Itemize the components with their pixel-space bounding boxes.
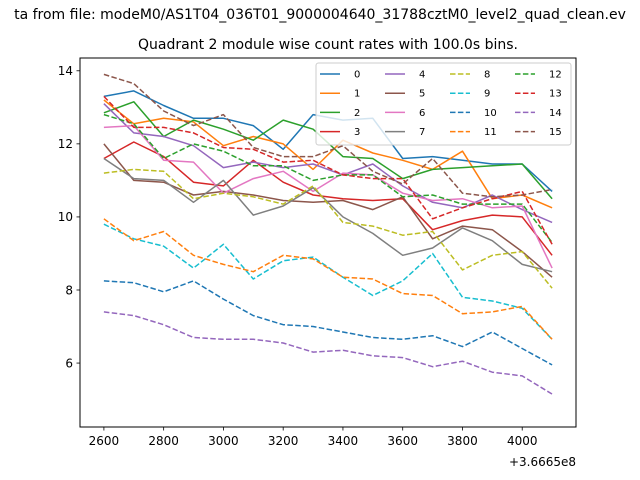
y-axis: 6 8 10 12 14	[58, 64, 80, 370]
legend-label-8: 8	[484, 70, 490, 81]
x-tick-label: 4000	[507, 434, 538, 448]
x-tick-label: 2600	[89, 434, 120, 448]
series-layer	[103, 73, 553, 395]
series-line-12	[103, 113, 553, 243]
series-line-10	[103, 280, 553, 366]
figure-suptitle: ta from file: modeM0/AS1T04_036T01_90000…	[14, 7, 626, 23]
y-tick-label: 14	[58, 64, 73, 78]
series-line-9	[103, 223, 553, 340]
y-tick-label: 12	[58, 137, 73, 151]
legend-label-5: 5	[419, 89, 425, 100]
series-line-4	[103, 103, 553, 224]
legend-label-2: 2	[354, 108, 360, 119]
x-tick-label: 3800	[447, 434, 478, 448]
y-tick-label: 8	[65, 283, 73, 297]
legend-box	[315, 62, 572, 146]
plot-area-frame	[79, 57, 577, 428]
x-tick-label: 2800	[148, 434, 179, 448]
series-line-13	[103, 95, 553, 245]
legend-label-3: 3	[354, 127, 360, 138]
series-line-1	[103, 99, 553, 209]
series-line-14	[103, 311, 553, 395]
legend-label-9: 9	[484, 89, 490, 100]
legend-label-13: 13	[549, 89, 562, 100]
x-tick-label: 3600	[387, 434, 418, 448]
legend-label-14: 14	[549, 108, 562, 119]
legend-label-11: 11	[484, 127, 497, 138]
x-axis-offset-label: +3.6665e8	[509, 455, 576, 469]
series-line-3	[103, 141, 553, 256]
x-tick-label: 3000	[208, 434, 239, 448]
x-tick-label: 3200	[268, 434, 299, 448]
series-line-7	[103, 157, 553, 273]
legend-label-7: 7	[419, 127, 425, 138]
legend-label-1: 1	[354, 89, 360, 100]
x-tick-label: 3400	[328, 434, 359, 448]
chart-title: Quadrant 2 module wise count rates with …	[138, 37, 518, 53]
legend-label-15: 15	[549, 127, 562, 138]
legend-label-10: 10	[484, 108, 497, 119]
x-axis: 2600 2800 3000 3200 3400 3600 3800 4000	[89, 427, 538, 448]
y-tick-label: 10	[58, 210, 73, 224]
y-tick-label: 6	[65, 356, 73, 370]
series-line-11	[103, 218, 553, 340]
legend-label-12: 12	[549, 70, 562, 81]
series-line-15	[103, 73, 553, 198]
legend-label-0: 0	[354, 70, 360, 81]
series-line-8	[103, 168, 553, 289]
legend-label-6: 6	[419, 108, 425, 119]
legend-label-4: 4	[419, 70, 425, 81]
